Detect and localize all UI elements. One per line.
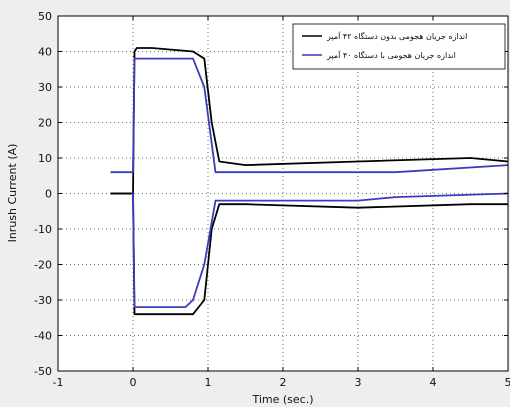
y-tick-label: 0 <box>45 188 52 201</box>
legend-label-series-1: اندازه جریان هجومی بدون دستگاه ۴۲ آمپر <box>326 31 467 41</box>
y-tick-label: 50 <box>38 10 52 23</box>
x-tick-label: 0 <box>130 376 137 389</box>
grid <box>58 16 508 371</box>
y-tick-label: 10 <box>38 152 52 165</box>
y-tick-label: -10 <box>34 223 52 236</box>
x-tick-label: 1 <box>205 376 212 389</box>
y-axis-label: Inrush Current (A) <box>6 144 19 243</box>
y-tick-label: 40 <box>38 46 52 59</box>
y-tick-label: 30 <box>38 81 52 94</box>
legend: اندازه جریان هجومی بدون دستگاه ۴۲ آمپر ا… <box>292 23 506 70</box>
legend-box <box>292 23 506 70</box>
ticks <box>57 15 509 372</box>
x-tick-label: 5 <box>505 376 510 389</box>
x-tick-label: 3 <box>355 376 362 389</box>
x-tick-labels: -1 0 1 2 3 4 5 <box>53 376 510 389</box>
y-tick-label: -30 <box>34 294 52 307</box>
y-tick-label: 20 <box>38 117 52 130</box>
y-tick-label: -20 <box>34 259 52 272</box>
x-tick-label: 2 <box>280 376 287 389</box>
x-tick-label: -1 <box>53 376 64 389</box>
series-layer <box>110 47 509 316</box>
series-line-2 <box>110 57 509 174</box>
x-tick-label: 4 <box>430 376 437 389</box>
y-tick-labels: 50 40 30 20 10 0 -10 -20 -30 -40 -50 <box>34 10 52 378</box>
series-line-4 <box>131 192 509 309</box>
x-axis-label: Time (sec.) <box>251 393 313 406</box>
y-tick-label: -40 <box>34 330 52 343</box>
y-tick-label: -50 <box>34 365 52 378</box>
legend-label-series-2: اندازه جریان هجومی با دستگاه ۴۰ آمپر <box>326 50 456 60</box>
